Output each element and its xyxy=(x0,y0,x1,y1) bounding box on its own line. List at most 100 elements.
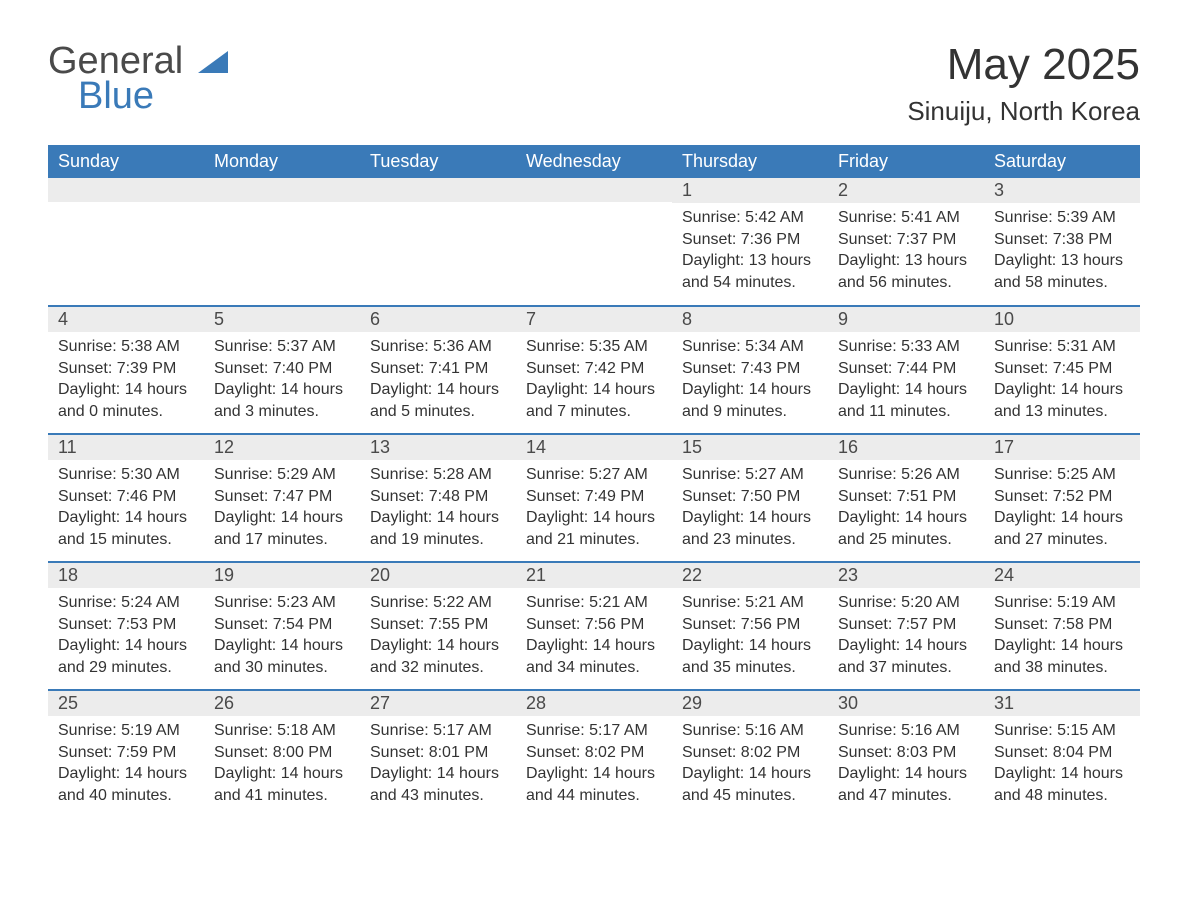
logo: General Blue xyxy=(48,40,228,118)
day-daylight1: Daylight: 14 hours xyxy=(838,379,974,401)
day-sunset: Sunset: 8:02 PM xyxy=(526,742,662,764)
day-content: Sunrise: 5:39 AMSunset: 7:38 PMDaylight:… xyxy=(984,203,1140,299)
day-sunset: Sunset: 7:46 PM xyxy=(58,486,194,508)
day-cell: 15Sunrise: 5:27 AMSunset: 7:50 PMDayligh… xyxy=(672,434,828,562)
day-number: 18 xyxy=(48,563,204,588)
day-sunset: Sunset: 7:52 PM xyxy=(994,486,1130,508)
day-cell: 2Sunrise: 5:41 AMSunset: 7:37 PMDaylight… xyxy=(828,178,984,306)
day-daylight2: and 0 minutes. xyxy=(58,401,194,423)
day-sunset: Sunset: 7:57 PM xyxy=(838,614,974,636)
day-number: 16 xyxy=(828,435,984,460)
day-daylight1: Daylight: 14 hours xyxy=(370,635,506,657)
day-daylight2: and 27 minutes. xyxy=(994,529,1130,551)
day-content: Sunrise: 5:17 AMSunset: 8:01 PMDaylight:… xyxy=(360,716,516,812)
day-cell xyxy=(516,178,672,306)
day-daylight1: Daylight: 13 hours xyxy=(838,250,974,272)
day-cell xyxy=(360,178,516,306)
day-number: 15 xyxy=(672,435,828,460)
day-content: Sunrise: 5:18 AMSunset: 8:00 PMDaylight:… xyxy=(204,716,360,812)
day-content: Sunrise: 5:22 AMSunset: 7:55 PMDaylight:… xyxy=(360,588,516,684)
day-cell: 24Sunrise: 5:19 AMSunset: 7:58 PMDayligh… xyxy=(984,562,1140,690)
day-sunset: Sunset: 7:54 PM xyxy=(214,614,350,636)
day-sunset: Sunset: 7:38 PM xyxy=(994,229,1130,251)
weekday-header: Monday xyxy=(204,145,360,178)
day-number: 7 xyxy=(516,307,672,332)
day-number: 10 xyxy=(984,307,1140,332)
day-daylight1: Daylight: 14 hours xyxy=(994,763,1130,785)
day-number: 5 xyxy=(204,307,360,332)
calendar-table: Sunday Monday Tuesday Wednesday Thursday… xyxy=(48,145,1140,818)
day-number: 4 xyxy=(48,307,204,332)
day-content: Sunrise: 5:33 AMSunset: 7:44 PMDaylight:… xyxy=(828,332,984,428)
day-sunrise: Sunrise: 5:21 AM xyxy=(526,592,662,614)
week-row: 18Sunrise: 5:24 AMSunset: 7:53 PMDayligh… xyxy=(48,562,1140,690)
day-cell: 17Sunrise: 5:25 AMSunset: 7:52 PMDayligh… xyxy=(984,434,1140,562)
day-daylight2: and 41 minutes. xyxy=(214,785,350,807)
day-sunset: Sunset: 7:59 PM xyxy=(58,742,194,764)
day-sunrise: Sunrise: 5:38 AM xyxy=(58,336,194,358)
empty-day-bar xyxy=(48,178,204,202)
day-sunrise: Sunrise: 5:23 AM xyxy=(214,592,350,614)
day-sunset: Sunset: 7:48 PM xyxy=(370,486,506,508)
day-number: 20 xyxy=(360,563,516,588)
day-sunrise: Sunrise: 5:28 AM xyxy=(370,464,506,486)
day-daylight1: Daylight: 14 hours xyxy=(994,635,1130,657)
day-sunrise: Sunrise: 5:36 AM xyxy=(370,336,506,358)
day-content: Sunrise: 5:30 AMSunset: 7:46 PMDaylight:… xyxy=(48,460,204,556)
day-cell: 27Sunrise: 5:17 AMSunset: 8:01 PMDayligh… xyxy=(360,690,516,818)
day-number: 6 xyxy=(360,307,516,332)
day-number: 22 xyxy=(672,563,828,588)
day-cell: 25Sunrise: 5:19 AMSunset: 7:59 PMDayligh… xyxy=(48,690,204,818)
week-row: 11Sunrise: 5:30 AMSunset: 7:46 PMDayligh… xyxy=(48,434,1140,562)
day-content: Sunrise: 5:15 AMSunset: 8:04 PMDaylight:… xyxy=(984,716,1140,812)
day-sunset: Sunset: 7:37 PM xyxy=(838,229,974,251)
day-daylight2: and 32 minutes. xyxy=(370,657,506,679)
day-content: Sunrise: 5:17 AMSunset: 8:02 PMDaylight:… xyxy=(516,716,672,812)
day-sunrise: Sunrise: 5:33 AM xyxy=(838,336,974,358)
day-daylight2: and 3 minutes. xyxy=(214,401,350,423)
day-daylight1: Daylight: 14 hours xyxy=(526,507,662,529)
day-sunrise: Sunrise: 5:16 AM xyxy=(682,720,818,742)
day-daylight2: and 56 minutes. xyxy=(838,272,974,294)
day-sunrise: Sunrise: 5:34 AM xyxy=(682,336,818,358)
day-sunrise: Sunrise: 5:21 AM xyxy=(682,592,818,614)
day-daylight2: and 35 minutes. xyxy=(682,657,818,679)
day-cell: 11Sunrise: 5:30 AMSunset: 7:46 PMDayligh… xyxy=(48,434,204,562)
week-row: 25Sunrise: 5:19 AMSunset: 7:59 PMDayligh… xyxy=(48,690,1140,818)
day-cell: 6Sunrise: 5:36 AMSunset: 7:41 PMDaylight… xyxy=(360,306,516,434)
day-daylight2: and 21 minutes. xyxy=(526,529,662,551)
weekday-header: Friday xyxy=(828,145,984,178)
day-sunset: Sunset: 7:51 PM xyxy=(838,486,974,508)
day-content: Sunrise: 5:27 AMSunset: 7:50 PMDaylight:… xyxy=(672,460,828,556)
day-number: 30 xyxy=(828,691,984,716)
day-cell: 29Sunrise: 5:16 AMSunset: 8:02 PMDayligh… xyxy=(672,690,828,818)
day-sunrise: Sunrise: 5:22 AM xyxy=(370,592,506,614)
day-daylight1: Daylight: 14 hours xyxy=(838,635,974,657)
day-content: Sunrise: 5:38 AMSunset: 7:39 PMDaylight:… xyxy=(48,332,204,428)
weekday-header: Sunday xyxy=(48,145,204,178)
day-number: 21 xyxy=(516,563,672,588)
day-content: Sunrise: 5:23 AMSunset: 7:54 PMDaylight:… xyxy=(204,588,360,684)
day-daylight2: and 54 minutes. xyxy=(682,272,818,294)
day-content: Sunrise: 5:41 AMSunset: 7:37 PMDaylight:… xyxy=(828,203,984,299)
day-sunset: Sunset: 7:50 PM xyxy=(682,486,818,508)
weekday-header: Tuesday xyxy=(360,145,516,178)
day-daylight2: and 7 minutes. xyxy=(526,401,662,423)
day-daylight2: and 30 minutes. xyxy=(214,657,350,679)
day-content: Sunrise: 5:21 AMSunset: 7:56 PMDaylight:… xyxy=(516,588,672,684)
day-sunrise: Sunrise: 5:26 AM xyxy=(838,464,974,486)
day-sunset: Sunset: 7:45 PM xyxy=(994,358,1130,380)
month-title: May 2025 xyxy=(907,40,1140,90)
day-sunset: Sunset: 7:56 PM xyxy=(526,614,662,636)
day-sunset: Sunset: 7:44 PM xyxy=(838,358,974,380)
day-daylight2: and 37 minutes. xyxy=(838,657,974,679)
day-daylight1: Daylight: 14 hours xyxy=(370,763,506,785)
day-content: Sunrise: 5:37 AMSunset: 7:40 PMDaylight:… xyxy=(204,332,360,428)
day-daylight1: Daylight: 14 hours xyxy=(526,763,662,785)
day-number: 9 xyxy=(828,307,984,332)
day-daylight2: and 13 minutes. xyxy=(994,401,1130,423)
day-cell: 28Sunrise: 5:17 AMSunset: 8:02 PMDayligh… xyxy=(516,690,672,818)
day-number: 1 xyxy=(672,178,828,203)
day-sunset: Sunset: 8:00 PM xyxy=(214,742,350,764)
day-content: Sunrise: 5:29 AMSunset: 7:47 PMDaylight:… xyxy=(204,460,360,556)
